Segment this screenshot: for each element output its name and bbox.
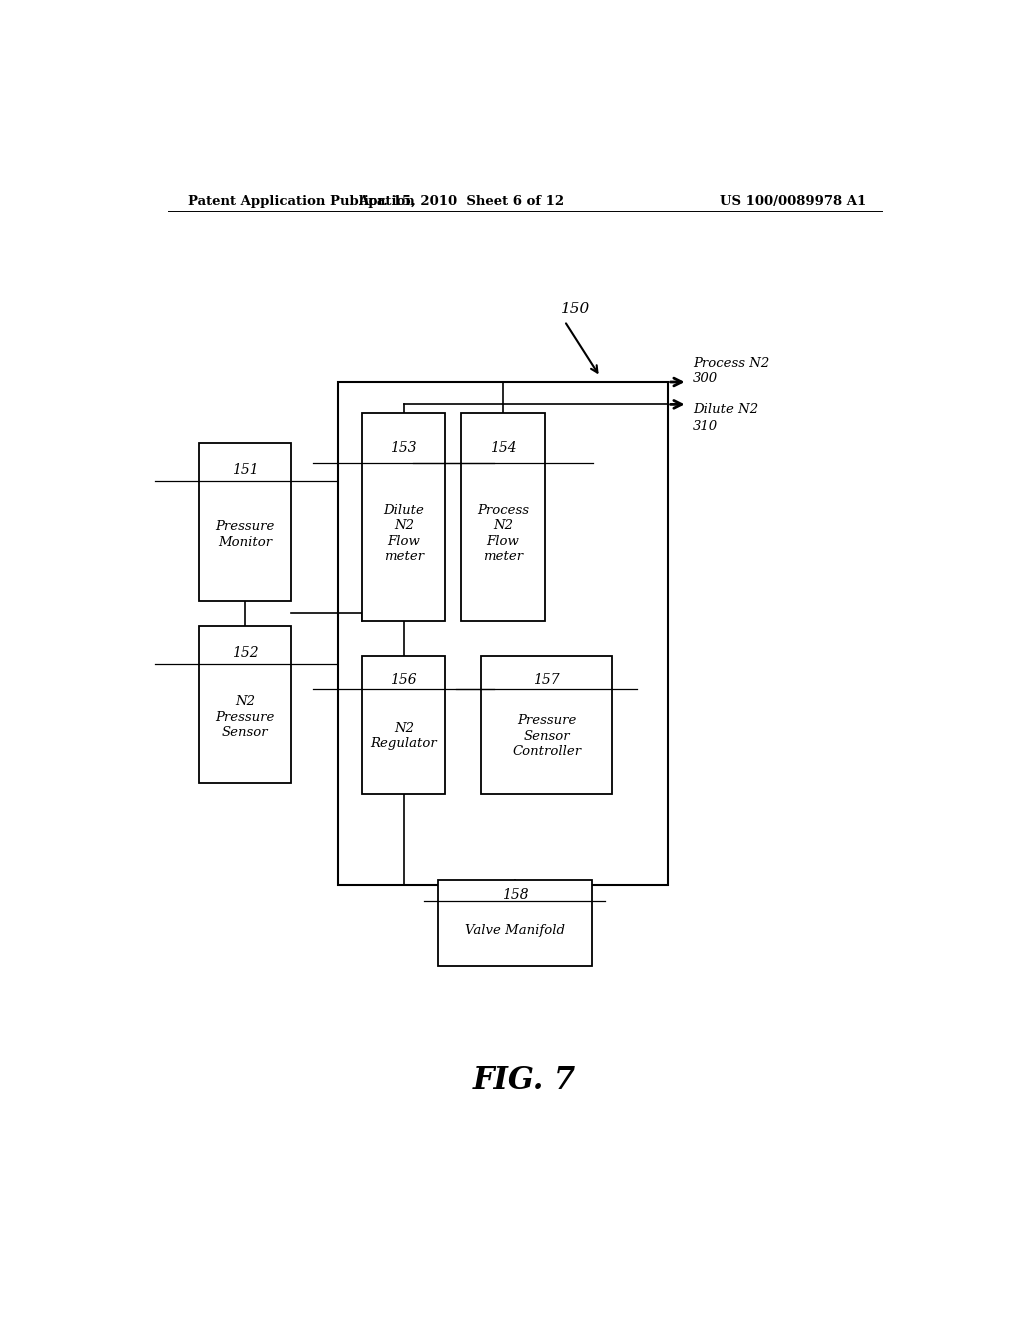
Text: 153: 153: [390, 441, 417, 455]
Text: 156: 156: [390, 673, 417, 686]
Bar: [461, 413, 545, 620]
Text: Process
N2
Flow
meter: Process N2 Flow meter: [477, 504, 529, 564]
Text: Dilute N2: Dilute N2: [693, 403, 758, 416]
Text: N2
Pressure
Sensor: N2 Pressure Sensor: [215, 696, 274, 739]
Bar: [481, 656, 612, 793]
Text: N2
Regulator: N2 Regulator: [371, 722, 437, 750]
Text: 150: 150: [560, 302, 590, 315]
Bar: [200, 626, 291, 784]
Text: US 100/0089978 A1: US 100/0089978 A1: [720, 194, 866, 207]
Text: FIG. 7: FIG. 7: [473, 1065, 577, 1096]
Text: Dilute
N2
Flow
meter: Dilute N2 Flow meter: [383, 504, 424, 564]
Text: 158: 158: [502, 888, 528, 902]
Text: Valve Manifold: Valve Manifold: [465, 924, 565, 937]
Text: Apr. 15, 2010  Sheet 6 of 12: Apr. 15, 2010 Sheet 6 of 12: [358, 194, 564, 207]
Text: 157: 157: [534, 673, 560, 686]
Text: 152: 152: [231, 645, 258, 660]
Text: Pressure
Monitor: Pressure Monitor: [215, 520, 274, 549]
Bar: [338, 381, 668, 886]
Bar: [200, 444, 291, 601]
Text: Patent Application Publication: Patent Application Publication: [187, 194, 415, 207]
Text: 154: 154: [489, 441, 516, 455]
Bar: [362, 656, 445, 793]
Text: 151: 151: [231, 463, 258, 477]
Text: 300: 300: [693, 372, 718, 385]
Text: 310: 310: [693, 420, 718, 433]
Bar: [437, 880, 592, 966]
Bar: [362, 413, 445, 620]
Text: Pressure
Sensor
Controller: Pressure Sensor Controller: [512, 714, 582, 758]
Text: Process N2: Process N2: [693, 358, 769, 370]
